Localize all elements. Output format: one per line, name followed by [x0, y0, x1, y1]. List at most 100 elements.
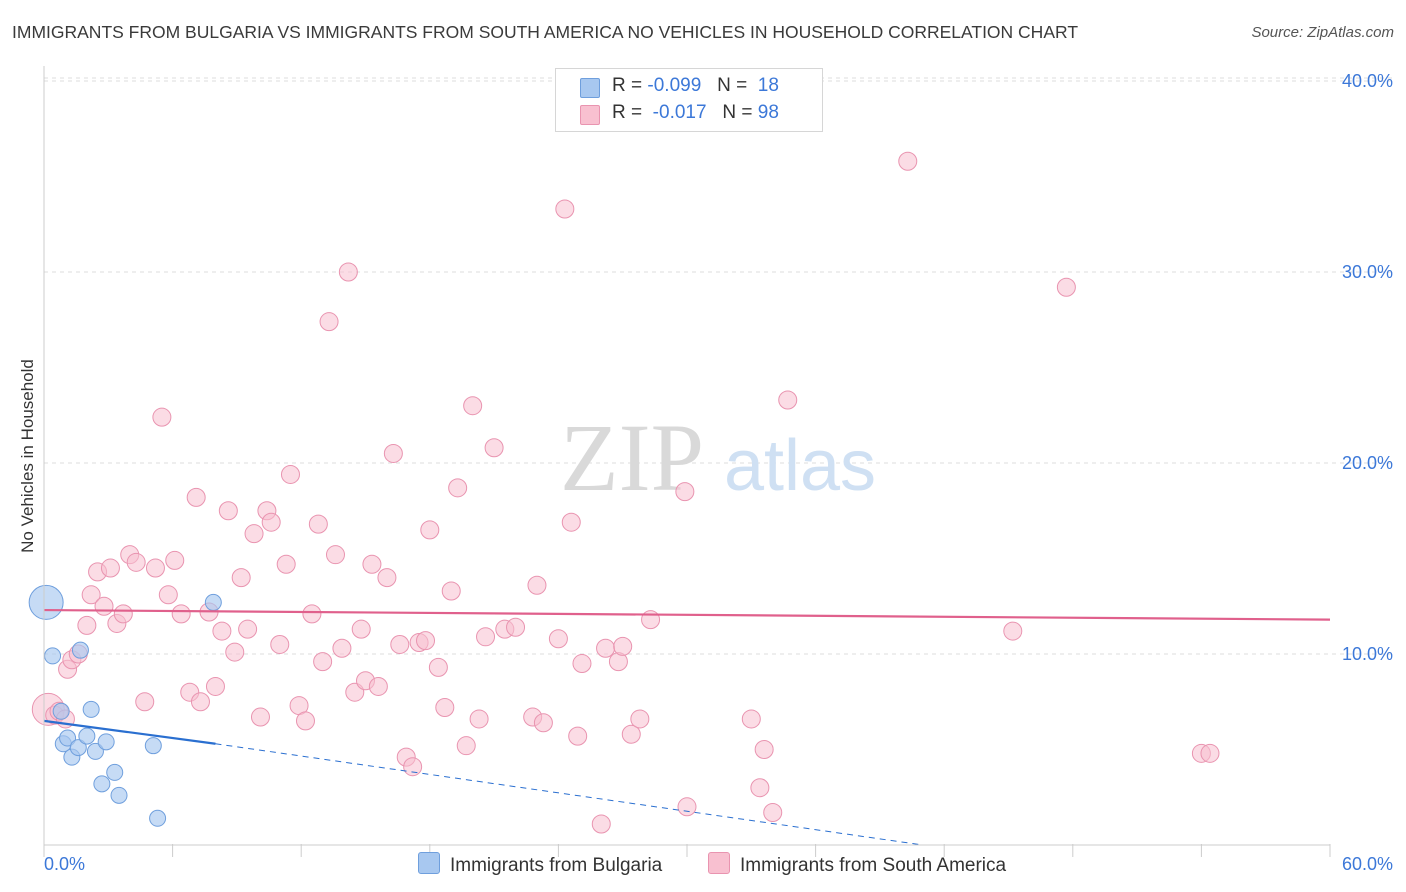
data-point-south-america: [377, 568, 397, 588]
data-point-south-america: [261, 512, 281, 532]
legend-r-value-south-america: -0.017: [652, 102, 707, 123]
y-tick-label: 20.0%: [1342, 453, 1393, 473]
trend-line-bulgaria-extension: [215, 743, 923, 846]
data-point-south-america: [1056, 277, 1076, 297]
data-point-south-america: [898, 151, 918, 171]
data-point-bulgaria: [149, 809, 167, 827]
watermark-atlas: atlas: [724, 426, 876, 506]
data-point-bulgaria: [52, 702, 70, 720]
data-point-south-america: [126, 552, 146, 572]
data-point-south-america: [548, 629, 568, 649]
south-america-points: [31, 151, 1220, 834]
data-point-south-america: [190, 692, 210, 712]
data-point-south-america: [754, 740, 774, 759]
y-tick-label: 40.0%: [1342, 71, 1393, 91]
data-point-south-america: [135, 692, 155, 712]
data-point-south-america: [302, 604, 322, 624]
data-point-south-america: [613, 636, 633, 656]
data-point-south-america: [484, 438, 504, 458]
legend-n-label: N =: [722, 102, 753, 123]
data-point-bulgaria: [93, 775, 111, 793]
data-point-south-america: [171, 604, 191, 624]
data-point-south-america: [533, 713, 553, 733]
grid-layer: [44, 77, 1392, 655]
data-point-south-america: [403, 757, 423, 777]
data-point-bulgaria: [78, 727, 96, 745]
data-point-south-america: [390, 634, 410, 654]
data-point-south-america: [225, 642, 245, 662]
data-point-south-america: [641, 610, 661, 630]
data-point-south-america: [561, 512, 581, 532]
data-point-south-america: [158, 585, 178, 605]
data-point-south-america: [750, 778, 770, 798]
data-point-south-america: [152, 407, 172, 427]
bottom-legend-label-bulgaria: Immigrants from Bulgaria: [450, 855, 663, 876]
x-tick-label-max: 60.0%: [1342, 854, 1393, 874]
data-point-south-america: [456, 736, 476, 756]
data-point-south-america: [435, 697, 455, 717]
data-point-south-america: [332, 638, 352, 658]
data-point-south-america: [441, 581, 461, 601]
data-point-south-america: [476, 627, 496, 647]
data-point-bulgaria: [59, 729, 77, 747]
data-point-south-america: [591, 814, 611, 834]
trend-line-bulgaria: [43, 719, 216, 745]
data-point-south-america: [212, 621, 232, 641]
data-point-south-america: [677, 797, 697, 817]
correlation-legend: R = -0.099 N = 18 R = -0.017 N = 98: [555, 68, 823, 132]
data-point-south-america: [165, 550, 185, 570]
data-point-south-america: [555, 199, 575, 219]
data-point-bulgaria: [110, 786, 128, 804]
data-point-south-america: [250, 707, 270, 727]
data-point-bulgaria: [82, 700, 100, 718]
data-point-south-america: [463, 396, 483, 416]
data-point-south-america: [338, 262, 358, 282]
data-point-south-america: [596, 638, 616, 658]
data-point-south-america: [1200, 743, 1220, 763]
legend-n-value-south-america: 98: [757, 102, 779, 123]
data-point-south-america: [741, 709, 761, 729]
x-tick-label-min: 0.0%: [44, 854, 85, 874]
data-point-bulgaria: [71, 641, 89, 659]
data-point-bulgaria: [44, 647, 62, 665]
data-point-south-america: [231, 568, 251, 588]
data-point-bulgaria: [106, 763, 124, 781]
trend-line-south-america: [43, 608, 1331, 621]
legend-n-label: N =: [717, 75, 748, 96]
watermark: ZIP atlas: [560, 404, 876, 511]
data-point-south-america: [145, 558, 165, 578]
y-axis-title: No Vehicles in Household: [18, 359, 37, 553]
data-point-south-america: [420, 520, 440, 540]
legend-swatch-south-america: [580, 105, 600, 125]
legend-n-value-bulgaria: 18: [757, 75, 779, 96]
data-point-south-america: [630, 709, 650, 729]
data-point-south-america: [469, 709, 489, 729]
data-point-south-america: [205, 676, 225, 696]
y-tick-label: 10.0%: [1342, 644, 1393, 664]
data-point-south-america: [362, 554, 382, 574]
data-point-south-america: [675, 482, 695, 502]
data-point-south-america: [572, 654, 592, 674]
data-point-bulgaria: [86, 742, 104, 760]
bottom-legend-swatch-bulgaria: [418, 852, 440, 874]
data-point-south-america: [218, 501, 238, 521]
data-point-south-america: [368, 676, 388, 696]
data-point-south-america: [186, 487, 206, 507]
data-point-south-america: [527, 575, 547, 595]
legend-swatch-bulgaria: [580, 78, 600, 98]
data-point-bulgaria: [69, 739, 87, 757]
data-point-south-america: [270, 634, 290, 654]
data-point-south-america: [1003, 621, 1023, 641]
bulgaria-points: [28, 584, 222, 827]
data-point-south-america: [506, 617, 526, 637]
data-point-south-america: [313, 652, 333, 672]
axes: 10.0% 20.0% 30.0% 40.0% 0.0% 60.0%: [43, 66, 1393, 874]
data-point-south-america: [319, 312, 339, 332]
data-point-south-america: [238, 619, 258, 639]
data-point-south-america: [276, 554, 296, 574]
data-point-south-america: [295, 711, 315, 731]
data-point-south-america: [778, 390, 798, 410]
bottom-legend-south-america: Immigrants from South America: [708, 852, 1006, 876]
data-point-south-america: [77, 615, 97, 635]
